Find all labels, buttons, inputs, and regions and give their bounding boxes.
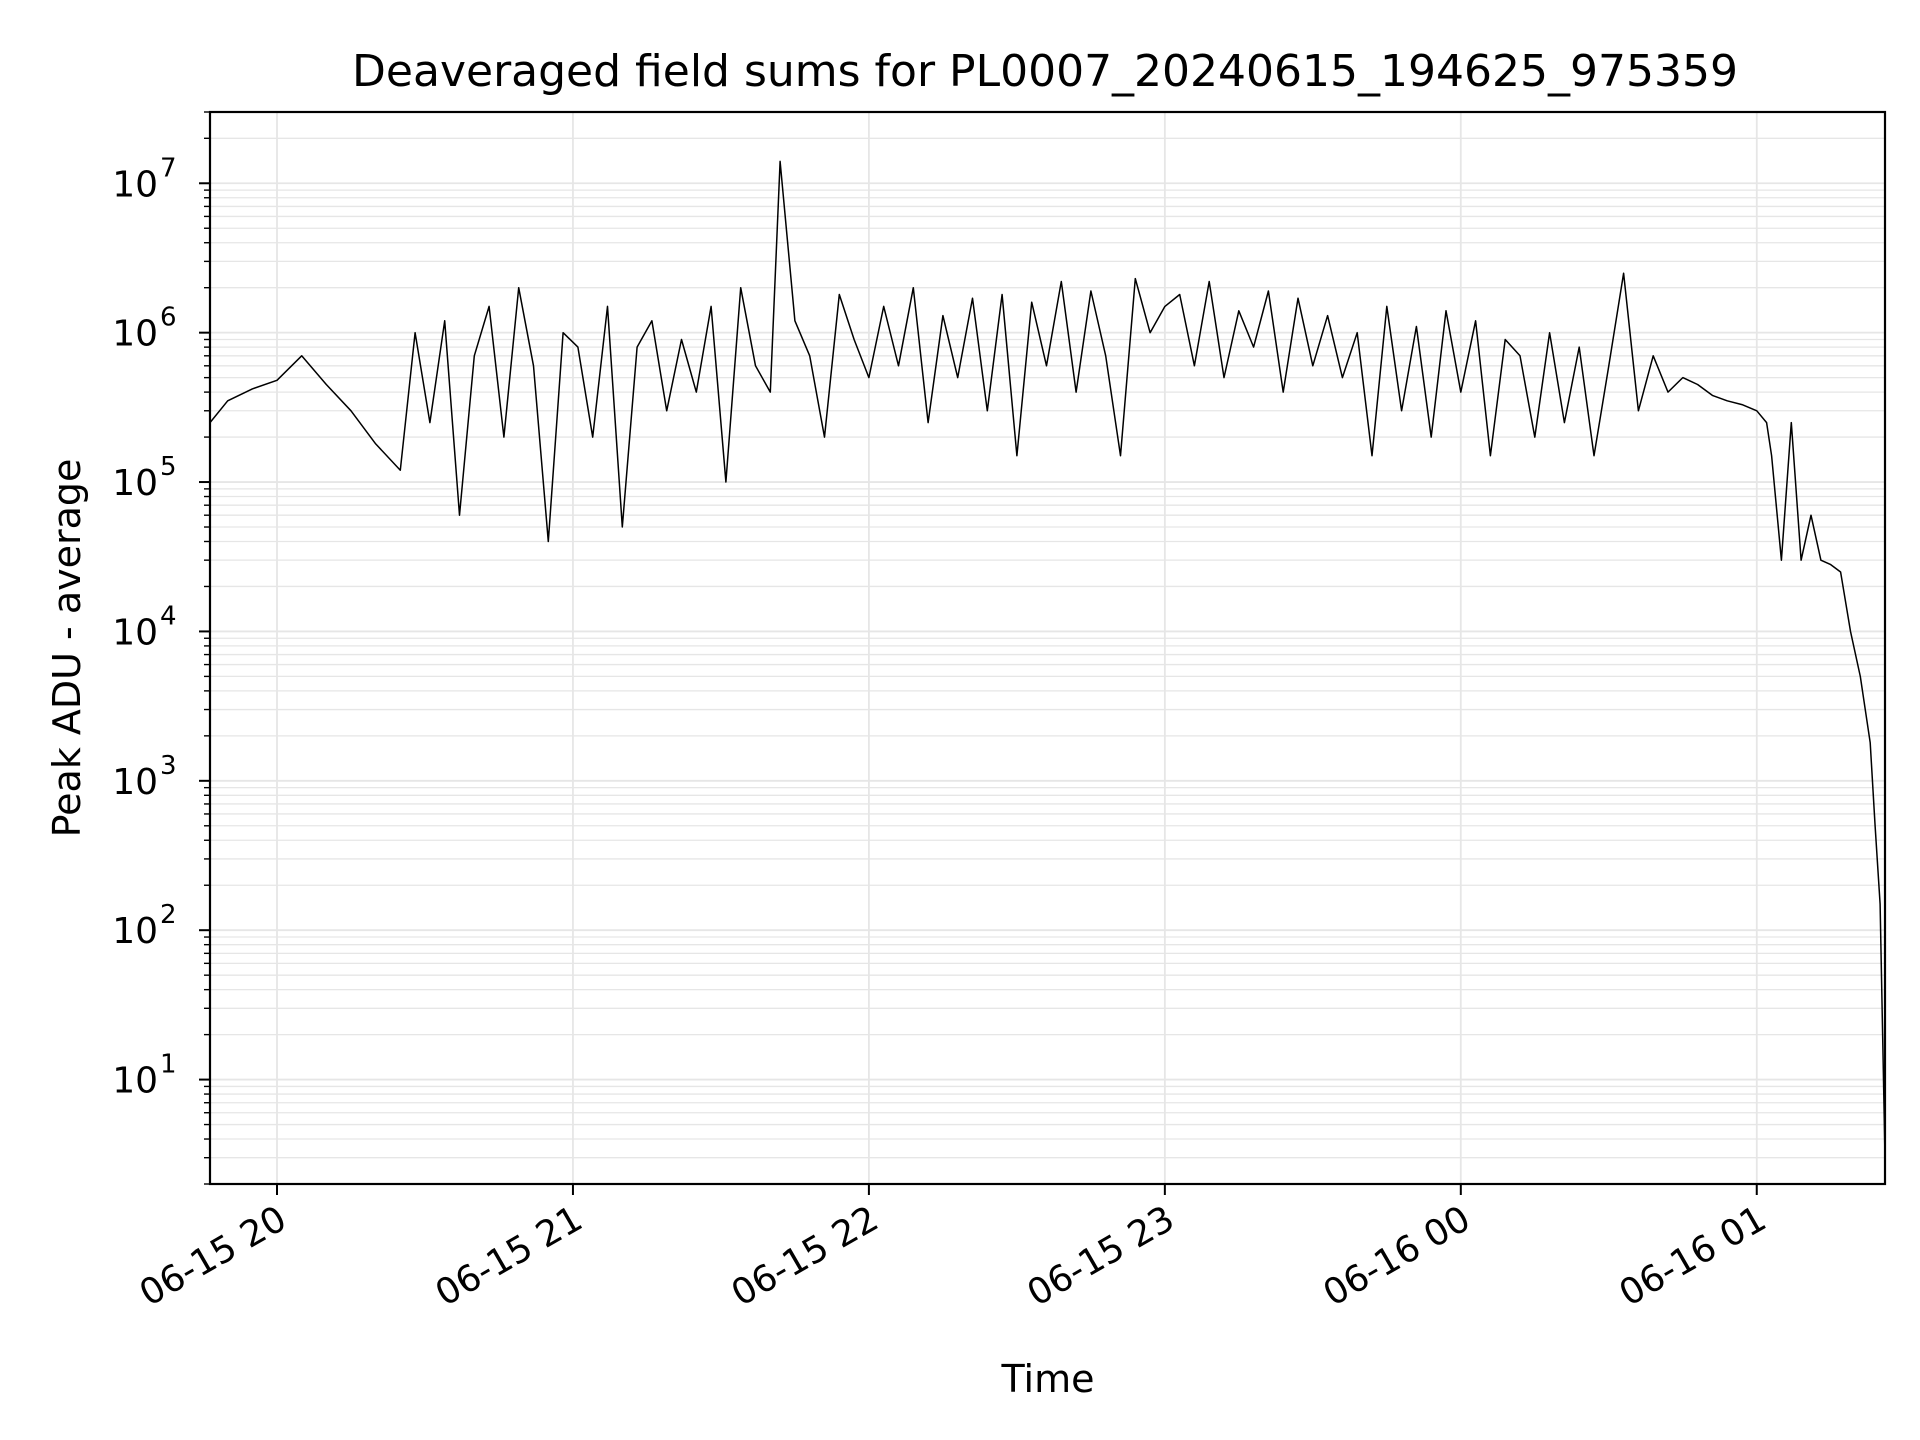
x-tick-label: 06-16 01 [1613, 1198, 1774, 1314]
y-tick-exponent: 4 [160, 601, 177, 631]
grid [210, 111, 1885, 1185]
y-tick-label: 10 [112, 314, 158, 355]
y-tick-exponent: 6 [160, 303, 177, 333]
x-tick-label: 06-16 00 [1317, 1198, 1478, 1314]
y-tick-exponent: 1 [160, 1050, 177, 1080]
series-line [209, 160, 1886, 1158]
x-tick-label: 06-15 21 [429, 1198, 590, 1314]
y-axis-label: Peak ADU - average [45, 459, 89, 838]
plot-area [209, 160, 1886, 1158]
y-tick-label: 10 [112, 164, 158, 205]
x-tick-label: 06-15 20 [133, 1198, 294, 1314]
y-tick-label: 10 [112, 1061, 158, 1102]
chart-title: Deaveraged field sums for PL0007_2024061… [352, 46, 1738, 97]
x-axis-label: Time [1001, 1357, 1095, 1401]
y-tick-label: 10 [112, 463, 158, 504]
y-tick-label: 10 [112, 911, 158, 952]
y-tick-exponent: 2 [160, 900, 177, 930]
y-tick-exponent: 3 [160, 751, 177, 781]
y-tick-label: 10 [112, 762, 158, 803]
y-tick-exponent: 7 [160, 153, 177, 183]
axes-frame [208, 110, 1887, 1186]
y-tick-exponent: 5 [160, 452, 177, 482]
x-axis: 06-15 20 06-15 21 06-15 22 06-15 23 06-16 00… [133, 1184, 1773, 1315]
x-tick-label: 06-15 22 [725, 1198, 886, 1314]
y-tick-label: 10 [112, 612, 158, 653]
x-tick-label: 06-15 23 [1021, 1198, 1182, 1314]
